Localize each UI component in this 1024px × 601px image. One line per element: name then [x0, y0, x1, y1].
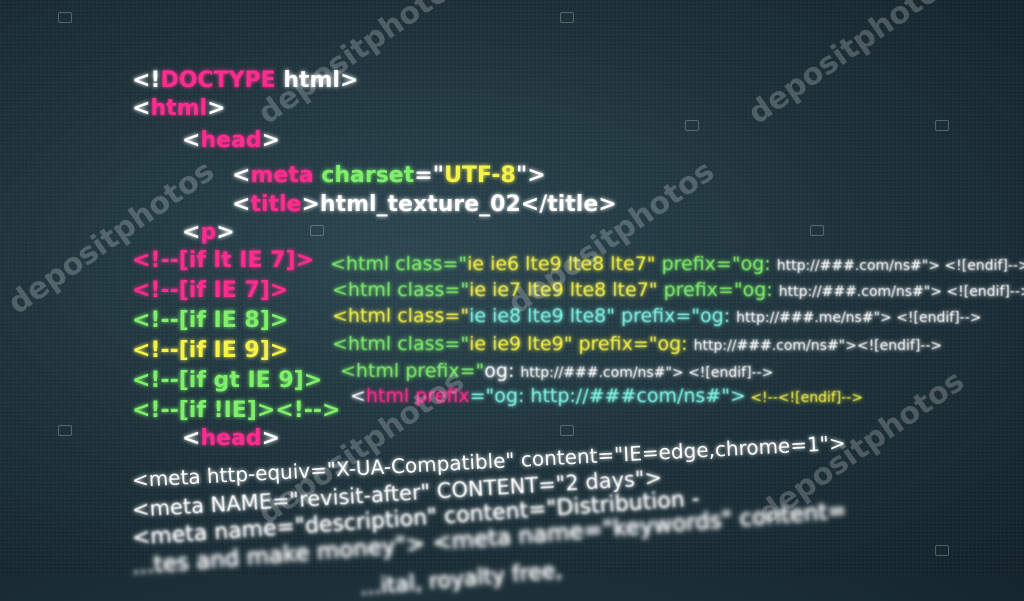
camera-icon — [935, 120, 949, 131]
camera-icon — [560, 425, 574, 436]
token: UTF-8 — [444, 163, 516, 188]
token: < — [232, 192, 251, 217]
code-line-if-lt-ie7: <!--[if lt IE 7]> — [132, 250, 314, 272]
token: http://###.com/ns#"><![endif]--> — [693, 338, 943, 354]
token: ie ie8 lte9 lte8" — [469, 305, 615, 327]
code-line-if-ie7: <!--[if IE 7]> — [132, 280, 288, 302]
token: prefix="og: — [614, 305, 737, 327]
token: <html class=" — [330, 253, 468, 275]
code-line-html-ie9: <html class="ie ie9 lte9" prefix="og: ht… — [332, 335, 942, 354]
token: html prefix — [365, 385, 470, 407]
token: >html_texture_02</title> — [301, 192, 617, 217]
token: ie ie7 lte9 lte8 lte7" — [469, 279, 658, 301]
token: <!--[if IE 8]> — [132, 308, 289, 333]
token: <html class=" — [332, 305, 470, 327]
token: ie ie9 lte9" — [469, 333, 573, 355]
camera-icon — [685, 120, 699, 131]
camera-icon — [58, 12, 72, 23]
token: http://###.com/ns#"> <![endif]--> — [520, 365, 774, 381]
code-line-html-gt-ie9: <html prefix="og: http://###.com/ns#"> <… — [340, 362, 773, 381]
code-line-if-not-ie: <!--[if !IE]><!--> — [132, 400, 340, 422]
token: < — [182, 426, 201, 451]
token: http://###.com/ns#"> <![endif]--> — [776, 258, 1024, 274]
token: > — [261, 426, 281, 451]
token: prefix="og: — [655, 253, 777, 275]
token: <!--[if !IE]><!--> — [132, 398, 341, 423]
code-editor: <!DOCTYPE html> <html> <head> <meta char… — [131, 70, 1024, 601]
token: prefix="og: — [572, 333, 694, 355]
code-line-meta-charset: <meta charset="UTF-8"> — [232, 165, 546, 187]
code-line-html: <html> — [132, 98, 226, 120]
code-line-if-ie9: <!--[if IE 9]> — [132, 340, 288, 362]
camera-icon — [810, 225, 824, 236]
code-line-html-ie6: <html class="ie ie6 lte9 lte8 lte7" pref… — [330, 255, 1024, 274]
token: http://###.me/ns#"> <![endif]--> — [736, 310, 982, 326]
token: =" — [414, 163, 445, 188]
code-line-p: <p> — [182, 222, 235, 244]
token: ="og: — [469, 385, 531, 407]
camera-icon — [58, 425, 72, 436]
token: > — [207, 96, 226, 121]
token: < — [350, 385, 366, 407]
token: <html prefix=" — [340, 360, 485, 382]
token: http://###.com/ns#"> <![endif]--> — [778, 284, 1024, 300]
token: DOCTYPE — [160, 68, 276, 93]
token: <! — [132, 68, 161, 93]
camera-icon — [310, 225, 324, 236]
token: head — [200, 128, 262, 153]
token: > — [261, 128, 281, 153]
code-line-title: <title>html_texture_02</title> — [232, 194, 617, 216]
token: charset — [313, 163, 415, 188]
token: meta — [250, 163, 314, 188]
token: head — [200, 426, 262, 451]
token: > — [216, 220, 235, 245]
token: ...ital, royalty free, — [358, 558, 564, 601]
token: ie ie6 lte9 lte8 lte7" — [467, 253, 656, 275]
token: < — [132, 96, 151, 121]
token: http://###com/ns#"> — [530, 385, 746, 407]
token: "> — [515, 163, 546, 188]
token: title — [250, 192, 302, 217]
code-line-royalty: ...ital, royalty free, — [358, 558, 564, 601]
code-line-head-2: <head> — [182, 428, 280, 450]
token: p — [200, 220, 217, 245]
token: og: — [484, 360, 521, 382]
camera-icon — [935, 545, 949, 556]
token: <!--<![endif]--> — [745, 390, 864, 406]
camera-icon — [560, 12, 574, 23]
token: <!--[if lt IE 7]> — [132, 248, 314, 273]
token: <html class=" — [332, 279, 470, 301]
token: <!--[if IE 9]> — [132, 338, 289, 363]
token: <html class=" — [332, 333, 470, 355]
token: html — [150, 96, 208, 121]
token: prefix="og: — [657, 279, 779, 301]
code-line-head: <head> — [182, 130, 280, 152]
code-line-doctype: <!DOCTYPE html> — [132, 70, 358, 92]
code-line-html-ie8: <html class="ie ie8 lte9 lte8" prefix="o… — [332, 307, 981, 326]
token: < — [232, 163, 251, 188]
token: <!--[if IE 7]> — [132, 278, 289, 303]
token: < — [182, 128, 201, 153]
token: <!--[if gt IE 9]> — [132, 368, 323, 393]
code-line-if-gt-ie9: <!--[if gt IE 9]> — [132, 370, 322, 392]
code-line-if-ie8: <!--[if IE 8]> — [132, 310, 288, 332]
token: < — [182, 220, 201, 245]
code-line-html-not-ie: <html prefix="og: http://###com/ns#"> <!… — [350, 387, 863, 406]
code-line-html-ie7: <html class="ie ie7 lte9 lte8 lte7" pref… — [332, 281, 1024, 300]
token: html> — [275, 68, 359, 93]
